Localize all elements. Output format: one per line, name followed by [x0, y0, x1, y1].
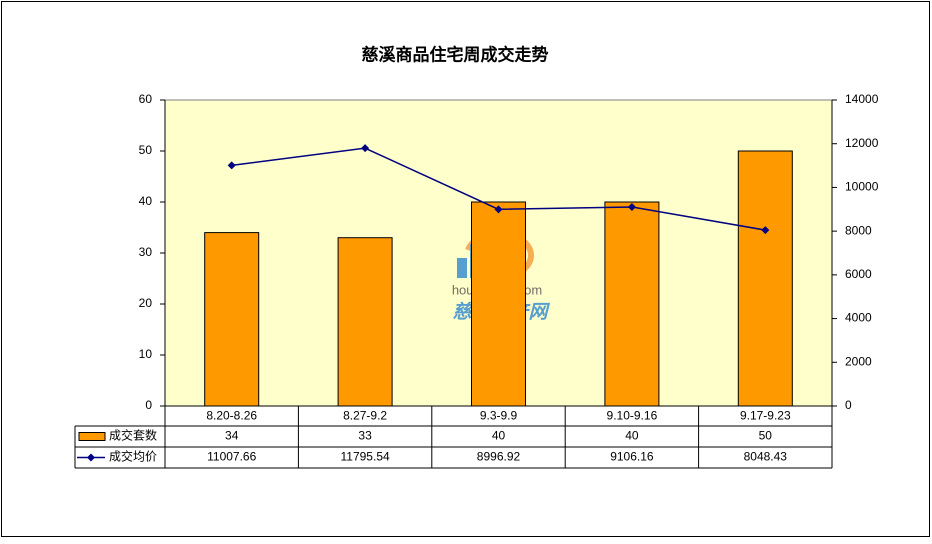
y-tick-label: 0 — [145, 398, 152, 412]
bar — [337, 237, 393, 407]
y2-tick-label: 10000 — [845, 180, 879, 194]
bar — [204, 232, 260, 407]
table-value: 34 — [225, 429, 239, 443]
table-value: 8048.43 — [744, 450, 788, 464]
legend-label: 成交套数 — [109, 428, 157, 443]
table-value: 11007.66 — [207, 450, 256, 464]
bar — [737, 150, 793, 407]
watermark-building — [457, 258, 467, 278]
x-tick-label: 9.3-9.9 — [480, 409, 518, 423]
x-tick-label: 9.17-9.23 — [740, 409, 791, 423]
table-value: 9106.16 — [610, 450, 654, 464]
line-marker — [227, 161, 236, 170]
bar — [604, 201, 660, 407]
y-tick-label: 10 — [139, 347, 153, 361]
y-tick-label: 50 — [139, 143, 153, 157]
y2-tick-label: 8000 — [845, 223, 872, 237]
y2-tick-label: 0 — [845, 398, 852, 412]
y-tick-label: 20 — [139, 296, 153, 310]
table-value: 8996.92 — [477, 450, 521, 464]
y-tick-label: 60 — [139, 92, 153, 106]
line-marker — [494, 205, 503, 214]
y2-tick-label: 14000 — [845, 92, 879, 106]
x-tick-label: 9.10-9.16 — [607, 409, 658, 423]
line-marker — [627, 202, 636, 211]
table-value: 40 — [492, 429, 506, 443]
table-value: 50 — [759, 429, 773, 443]
legend-marker — [87, 453, 95, 462]
y-tick-label: 40 — [139, 194, 153, 208]
y2-tick-label: 2000 — [845, 354, 872, 368]
y2-tick-label: 6000 — [845, 267, 872, 281]
y-tick-label: 30 — [139, 245, 153, 259]
table-value: 33 — [358, 429, 372, 443]
table-value: 11795.54 — [341, 450, 390, 464]
bar — [471, 201, 526, 407]
x-tick-label: 8.27-9.2 — [343, 409, 387, 423]
legend-label: 成交均价 — [109, 449, 157, 464]
chart-title: 慈溪商品住宅周成交走势 — [362, 44, 549, 64]
line-marker — [761, 226, 770, 235]
x-tick-label: 8.20-8.26 — [206, 409, 257, 423]
legend-swatch — [78, 432, 106, 441]
y2-tick-label: 4000 — [845, 311, 872, 325]
table-value: 40 — [625, 429, 639, 443]
y2-tick-label: 12000 — [845, 136, 879, 150]
line-marker — [361, 144, 370, 153]
